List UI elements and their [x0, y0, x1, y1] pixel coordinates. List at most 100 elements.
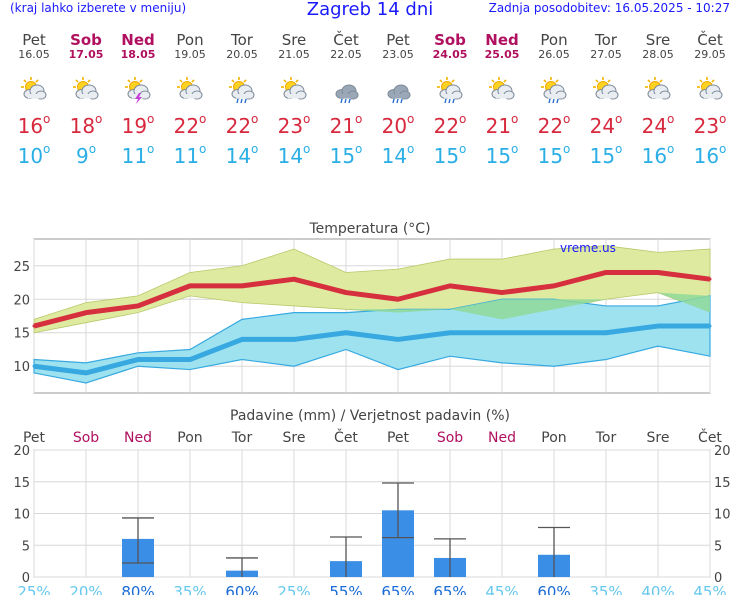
min-temp: 16o — [641, 142, 675, 168]
day-name: Pon — [176, 31, 204, 49]
sun-cloud-icon — [644, 76, 672, 104]
precipitation-chart: Padavine (mm) / Verjetnost padavin (%) Pe… — [13, 408, 731, 595]
temperature-chart: Temperatura (°C) 10 15 20 25 vreme.us — [13, 221, 712, 394]
day-column: Pet 23.05 20o 14o — [372, 31, 424, 168]
max-temp-line — [33, 269, 711, 329]
max-temp: 21o — [329, 112, 363, 138]
sun-cloud-icon — [488, 76, 516, 104]
precip-probability: 80% — [121, 583, 154, 595]
max-temp: 24o — [589, 112, 623, 138]
x-tick-label: Sob — [73, 430, 99, 446]
day-date: 23.05 — [382, 48, 414, 61]
y-tick-label: 15 — [13, 327, 30, 342]
day-date: 28.05 — [642, 48, 674, 61]
last-updated: Zadnja posodobitev: 16.05.2025 - 10:27 — [488, 1, 730, 15]
min-temp: 14o — [381, 142, 415, 168]
y-tick-label: 20 — [13, 293, 30, 308]
day-name: Sob — [70, 31, 102, 49]
day-column: Sre 28.05 24o 16o — [632, 31, 684, 168]
day-column: Tor 27.05 24o 15o — [580, 31, 632, 168]
max-temp-point — [32, 324, 36, 328]
sun-cloud-rain-icon — [436, 76, 464, 104]
max-temp: 20o — [381, 112, 415, 138]
header: (kraj lahko izberete v meniju) Zagreb 14… — [0, 0, 740, 20]
x-tick-label: Pet — [23, 430, 46, 446]
x-tick-label: Pon — [541, 430, 566, 446]
max-temp-point — [604, 270, 608, 274]
sun-cloud-rain-icon — [540, 76, 568, 104]
max-temp: 22o — [225, 112, 259, 138]
max-temp: 21o — [485, 112, 519, 138]
day-name: Ned — [485, 31, 519, 49]
max-temp: 18o — [69, 112, 103, 138]
sun-cloud-icon — [72, 76, 100, 104]
y-tick-label-right: 0 — [714, 571, 722, 586]
day-column: Sob 17.05 18o 9o — [60, 31, 112, 168]
min-temp-point — [344, 331, 348, 335]
chart-title: Temperatura (°C) — [308, 221, 430, 237]
max-temp-point — [84, 311, 88, 315]
x-tick-label: Sre — [647, 430, 670, 446]
x-tick-label: Sob — [437, 430, 463, 446]
min-temp: 11o — [121, 142, 155, 168]
day-column: Pon 26.05 22o 15o — [528, 32, 580, 168]
sun-cloud-icon — [176, 76, 204, 104]
precip-probability: 65% — [433, 583, 466, 595]
day-column: Čet 22.05 21o 15o — [320, 31, 372, 168]
day-name: Čet — [333, 31, 359, 49]
y-tick-label-right: 15 — [714, 476, 731, 491]
min-temp: 16o — [693, 142, 727, 168]
precip-probability: 65% — [381, 583, 414, 595]
precip-probability: 25% — [17, 583, 50, 595]
x-tick-label: Pon — [177, 430, 202, 446]
max-temp-point — [136, 304, 140, 308]
day-date: 22.05 — [330, 48, 362, 61]
x-tick-label: Ned — [124, 430, 152, 446]
sun-cloud-icon — [696, 76, 724, 104]
precip-probability: 45% — [693, 583, 726, 595]
max-temp-point — [552, 284, 556, 288]
min-temp: 11o — [173, 142, 207, 168]
sun-cloud-storm-icon — [124, 76, 152, 104]
day-column: Tor 20.05 22o 14o — [216, 32, 268, 168]
min-temp-point — [84, 371, 88, 375]
day-name: Pet — [386, 31, 410, 49]
max-temp: 23o — [693, 112, 727, 138]
min-temp: 14o — [225, 142, 259, 168]
y-tick-label-left: 10 — [13, 508, 30, 523]
day-name: Tor — [595, 31, 617, 49]
day-date: 18.05 — [120, 48, 156, 61]
max-temp-point — [708, 277, 712, 281]
y-tick-label-left: 15 — [13, 476, 30, 491]
max-temp-point — [396, 297, 400, 301]
sun-cloud-rain-icon — [228, 76, 256, 104]
min-temp: 15o — [537, 142, 571, 168]
day-column: Čet 29.05 23o 16o — [684, 32, 736, 168]
band-overlap — [34, 292, 710, 333]
x-tick-label: Ned — [488, 430, 516, 446]
max-temp-point — [188, 284, 192, 288]
min-temp-point — [552, 331, 556, 335]
day-column: Sre 21.05 23o 14o — [268, 32, 320, 168]
day-column: Ned 25.05 21o 15o — [476, 31, 528, 168]
precip-probability: 20% — [69, 583, 102, 595]
day-date: 24.05 — [432, 48, 468, 61]
sun-cloud-icon — [592, 76, 620, 104]
day-name: Sre — [645, 31, 671, 49]
min-temp-point — [708, 324, 712, 328]
min-temp-point — [656, 324, 660, 328]
precip-probability: 55% — [329, 583, 362, 595]
max-temp-point — [292, 277, 296, 281]
y-tick-label: 10 — [13, 360, 30, 375]
watermark: vreme.us — [560, 241, 616, 255]
min-temp: 9o — [75, 142, 97, 168]
day-date: 21.05 — [278, 48, 310, 61]
precip-probability: 25% — [277, 583, 310, 595]
sun-cloud-icon — [280, 76, 308, 104]
min-temp: 10o — [17, 142, 51, 168]
max-temp-point — [500, 291, 504, 295]
sun-cloud-icon — [20, 76, 48, 104]
x-tick-label: Sre — [283, 430, 306, 446]
location-menu-hint[interactable]: (kraj lahko izberete v meniju) — [10, 1, 187, 15]
day-name: Sob — [434, 31, 466, 49]
